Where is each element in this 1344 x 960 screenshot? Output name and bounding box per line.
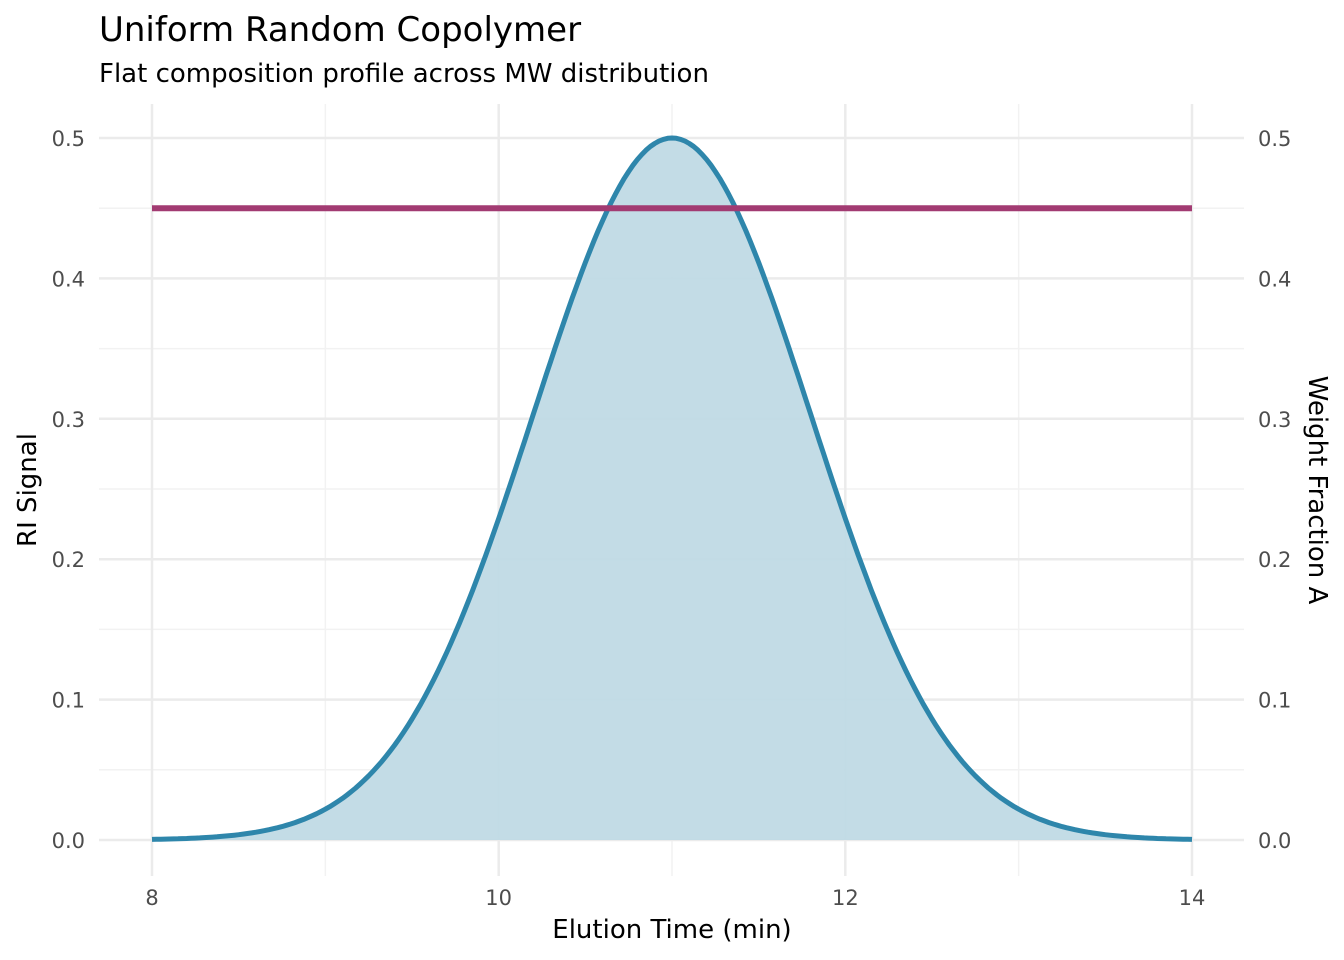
x-tick-label: 8 <box>145 886 158 910</box>
x-tick-label: 14 <box>1179 886 1206 910</box>
y2-tick-label: 0.2 <box>1258 548 1291 572</box>
tick-labels: 8 10 12 14 0.0 0.1 0.2 0.3 0.4 0.5 0.0 0.1 0.2 0.3 0.4… <box>52 127 1292 910</box>
y-tick-label: 0.4 <box>52 267 85 291</box>
plot-marks <box>151 135 1193 842</box>
y2-tick-label: 0.4 <box>1258 267 1291 291</box>
x-tick-label: 10 <box>485 886 512 910</box>
y-tick-label: 0.3 <box>52 408 85 432</box>
chart-subtitle: Flat composition profile across MW distr… <box>99 59 709 89</box>
y-tick-label: 0.1 <box>52 689 85 713</box>
y-tick-label: 0.5 <box>52 127 85 151</box>
y-tick-label: 0.2 <box>52 548 85 572</box>
y2-tick-label: 0.0 <box>1258 829 1291 853</box>
y2-tick-label: 0.3 <box>1258 408 1291 432</box>
chart-title: Uniform Random Copolymer <box>99 10 581 50</box>
y-tick-label: 0.0 <box>52 829 85 853</box>
y2-tick-label: 0.5 <box>1258 127 1291 151</box>
y2-tick-label: 0.1 <box>1258 689 1291 713</box>
ri-signal-line <box>151 135 1193 842</box>
ri-signal-area <box>152 138 1192 840</box>
y2-axis-title: Weight Fraction A <box>1302 376 1332 605</box>
y-axis-title: RI Signal <box>13 433 43 547</box>
x-axis-title: Elution Time (min) <box>552 915 791 945</box>
x-tick-label: 12 <box>832 886 859 910</box>
